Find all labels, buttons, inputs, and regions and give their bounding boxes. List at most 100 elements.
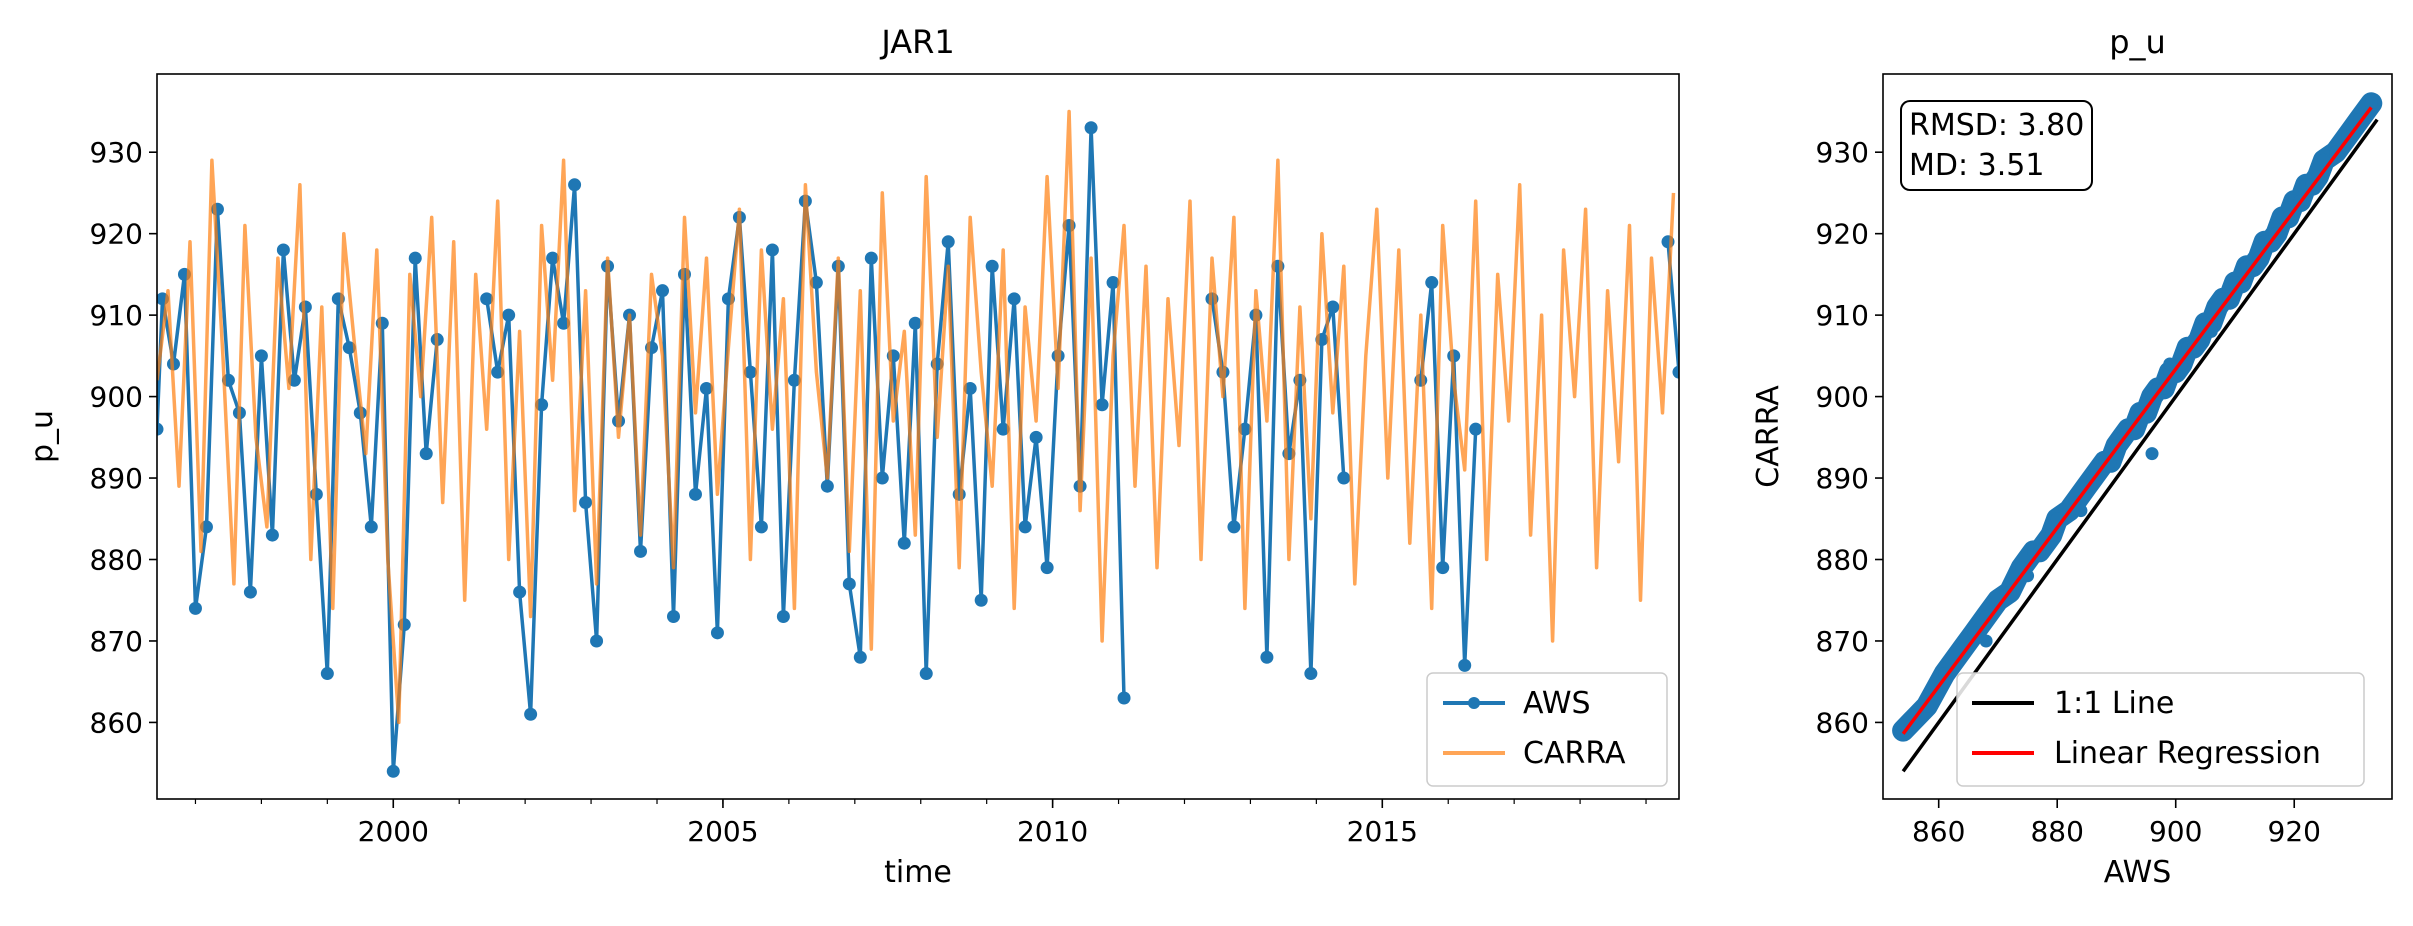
y-tick-label: 880 [1816,544,1869,577]
aws-point [320,667,334,681]
x-tick-label: 2010 [1017,815,1088,848]
aws-point [1326,300,1340,314]
scatter-point [2139,406,2153,420]
y-tick-label: 870 [90,625,143,658]
scatter-title: p_u [2109,23,2166,61]
aws-point [568,178,582,192]
legend-aws-label: AWS [1523,686,1591,721]
y-tick-label: 860 [90,706,143,739]
y-tick-label: 870 [1816,625,1869,658]
aws-point [809,276,823,290]
aws-point [298,300,312,314]
aws-point [1425,276,1439,290]
y-tick-label: 890 [90,462,143,495]
aws-point [1084,121,1098,135]
x-tick-label: 2015 [1347,815,1418,848]
x-tick-label: 860 [1912,815,1965,848]
aws-point [276,243,290,257]
aws-point [1117,691,1131,705]
legend-carra-label: CARRA [1523,736,1626,771]
aws-point [1469,422,1483,436]
aws-point [820,479,834,493]
aws-point [1304,667,1318,681]
scatter-reference-lines [1901,106,2379,773]
aws-point [996,422,1010,436]
aws-point [419,447,433,461]
y-tick-label: 910 [1816,299,1869,332]
y-tick-label: 920 [90,218,143,251]
timeseries-y-ticks: 860 870 880 890 900 910 920 930 [90,136,157,739]
aws-point [743,365,757,379]
aws-point [787,373,801,387]
y-tick-label: 920 [1816,218,1869,251]
aws-point [864,251,878,265]
x-tick-label: 2000 [358,815,429,848]
x-tick-label: 880 [2030,815,2083,848]
y-tick-label: 890 [1816,462,1869,495]
aws-point [688,487,702,501]
aws-point [634,544,648,558]
aws-point [265,528,279,542]
linear-regression-line [1901,106,2373,735]
y-tick-label: 930 [1816,136,1869,169]
x-tick-label: 900 [2149,815,2202,848]
aws-point [1672,365,1679,379]
aws-point [557,316,571,330]
aws-point [754,520,768,534]
aws-point [1227,520,1241,534]
timeseries-y-axis-label: p_u [25,410,60,463]
aws-point [666,610,680,624]
aws-point [480,292,494,306]
aws-point [579,495,593,509]
series-carra-line [157,109,1676,725]
y-tick-label: 930 [90,136,143,169]
stats-rmsd: RMSD: 3.80 [1909,108,2084,143]
timeseries-legend: AWS CARRA [1426,672,1668,787]
aws-line-segment [1419,280,1478,668]
timeseries-x-ticks: 2000 2005 2010 2015 [194,799,1647,848]
aws-point [985,259,999,273]
y-tick-label: 860 [1816,706,1869,739]
timeseries-plot-frame [156,73,1680,800]
aws-point [1106,276,1120,290]
aws-point [908,316,922,330]
stats-annotation: RMSD: 3.80 MD: 3.51 [1900,100,2093,191]
aws-point [1260,650,1274,664]
aws-point [1040,561,1054,575]
aws-point [157,422,164,436]
y-tick-label: 900 [1816,381,1869,414]
aws-point [1029,430,1043,444]
scatter-point [2145,447,2159,461]
legend-one-to-one-label: 1:1 Line [2054,686,2174,721]
scatter-panel: p_u 860 870 880 890 900 910 920 930 860 880 900 92… [1751,23,2393,890]
aws-point [656,284,670,298]
aws-point [342,341,356,355]
aws-point [1337,471,1351,485]
scatter-x-ticks: 860 880 900 920 [1912,799,2321,848]
aws-point [776,610,790,624]
aws-point [254,349,268,363]
one-to-one-line [1901,118,2379,773]
scatter-legend: 1:1 Line Linear Regression [1956,672,2365,787]
y-tick-label: 900 [90,381,143,414]
aws-point [524,707,538,721]
aws-point [386,764,400,778]
timeseries-x-axis-label: time [884,855,952,890]
aws-point [941,235,955,249]
aws-point [364,520,378,534]
aws-point [974,593,988,607]
aws-point [1436,561,1450,575]
scatter-y-ticks: 860 870 880 890 900 910 920 930 [1816,136,1883,739]
legend-aws-marker [1468,697,1480,709]
aws-point [590,634,604,648]
aws-point [243,585,257,599]
y-tick-label: 880 [90,544,143,577]
y-tick-label: 910 [90,299,143,332]
aws-point [546,251,560,265]
scatter-point [2163,357,2177,371]
scatter-y-axis-label: CARRA [1751,385,1786,488]
scatter-point [2364,96,2378,110]
aws-point [513,585,527,599]
aws-point [408,251,422,265]
